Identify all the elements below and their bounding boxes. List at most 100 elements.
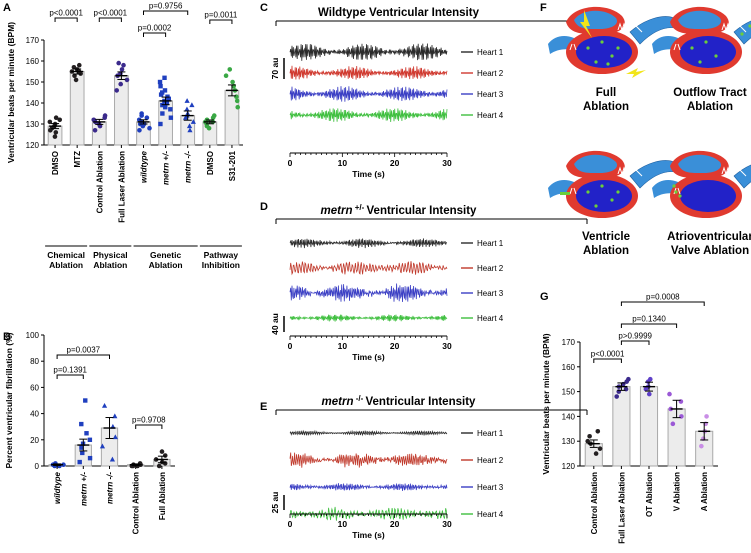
panel-letter: A bbox=[3, 2, 11, 14]
x-tick-label: S31-201 bbox=[228, 150, 237, 181]
significance-bracket bbox=[56, 374, 84, 379]
ablation-spot-shape bbox=[690, 46, 694, 50]
data-point bbox=[647, 376, 653, 382]
laser-bolt-icon bbox=[580, 10, 592, 38]
data-point bbox=[76, 62, 82, 68]
x-axis-label: Time (s) bbox=[352, 352, 385, 362]
trace-title: Wildtype Ventricular Intensity bbox=[318, 7, 480, 19]
significance-bracket bbox=[620, 301, 705, 306]
data-point bbox=[184, 98, 190, 103]
x-tick-label: wildtype bbox=[140, 150, 149, 183]
ablation-spot-shape bbox=[594, 204, 598, 208]
data-point bbox=[61, 462, 66, 467]
y-tick-label: 60 bbox=[30, 383, 39, 392]
valve-shape bbox=[569, 43, 577, 51]
title-part: Ventricular Intensity bbox=[367, 205, 478, 217]
valve-shape bbox=[673, 43, 681, 51]
data-point bbox=[87, 455, 93, 461]
heart-label: Ablation bbox=[583, 101, 629, 113]
p-value-label: p<0.0001 bbox=[49, 9, 83, 18]
valve-shape bbox=[721, 166, 731, 175]
valve-shape bbox=[633, 23, 643, 33]
inflow-tract-shape bbox=[652, 180, 678, 198]
data-point bbox=[160, 111, 165, 116]
data-point bbox=[73, 77, 79, 83]
valve-shape bbox=[569, 187, 577, 195]
significance-bracket bbox=[620, 323, 678, 328]
outflow-tract-shape bbox=[733, 164, 751, 189]
ablation-spot-shape bbox=[600, 40, 604, 44]
data-point bbox=[585, 438, 591, 444]
panel-c-wildtype-traces: C Wildtype Ventricular Intensity Heart 1 He… bbox=[260, 2, 588, 179]
data-point bbox=[112, 434, 118, 440]
data-point bbox=[157, 79, 163, 85]
ventricle-shape bbox=[680, 180, 736, 212]
data-point bbox=[92, 128, 98, 133]
x-tick-label: DMSO bbox=[206, 151, 215, 175]
data-point bbox=[189, 102, 195, 108]
significance-bracket bbox=[620, 340, 650, 345]
group-label: Pathway bbox=[204, 250, 239, 260]
x-tick-label: Full Laser Ablation bbox=[117, 151, 126, 223]
data-point bbox=[87, 437, 93, 442]
x-tick-label: metrn -/- bbox=[184, 151, 193, 183]
panel-letter: F bbox=[540, 2, 547, 14]
data-point bbox=[158, 84, 163, 89]
data-point bbox=[595, 428, 601, 434]
scale-bar-label: 70 au bbox=[270, 58, 280, 80]
intensity-trace bbox=[289, 43, 448, 61]
data-point bbox=[223, 73, 229, 78]
data-point bbox=[116, 60, 121, 66]
ablation-spot-shape bbox=[678, 194, 682, 198]
legend-label: Heart 2 bbox=[477, 69, 504, 78]
ventricle-shape bbox=[576, 180, 632, 212]
data-point bbox=[667, 391, 672, 397]
heart-label: Full bbox=[596, 87, 616, 99]
heart-diagram: Full Ablation bbox=[548, 6, 677, 113]
y-tick-label: 140 bbox=[26, 99, 40, 108]
x-tick-label: Control Ablation bbox=[95, 151, 104, 213]
data-point bbox=[136, 117, 142, 123]
data-point bbox=[84, 431, 89, 436]
intensity-trace bbox=[289, 452, 448, 468]
data-point bbox=[587, 433, 592, 439]
ablation-spot-shape bbox=[714, 54, 718, 58]
title-part: metrn bbox=[322, 396, 354, 408]
scale-bar-label: 25 au bbox=[270, 492, 280, 514]
inflow-tract-shape bbox=[652, 36, 678, 54]
ablation-spot-shape bbox=[672, 184, 676, 188]
ventricle-shape bbox=[680, 36, 736, 68]
data-point bbox=[162, 88, 168, 93]
p-value-label: p=0.9756 bbox=[149, 2, 183, 11]
data-point bbox=[118, 81, 124, 87]
y-tick-label: 130 bbox=[26, 120, 40, 129]
heart-label: Ventricle bbox=[582, 231, 630, 243]
data-point bbox=[119, 67, 125, 72]
data-point bbox=[91, 117, 97, 123]
intensity-trace bbox=[289, 429, 448, 437]
y-tick-label: 160 bbox=[26, 57, 40, 66]
y-tick-label: 120 bbox=[26, 141, 40, 150]
title-part: Ventricular Intensity bbox=[366, 396, 477, 408]
data-point bbox=[109, 456, 116, 462]
ablation-spot-shape bbox=[600, 184, 604, 188]
y-tick-label: 170 bbox=[26, 36, 40, 45]
ablation-mark-shape bbox=[560, 192, 570, 195]
scale-bar-label: 40 au bbox=[270, 313, 280, 335]
atrium-shape bbox=[678, 154, 722, 174]
data-point bbox=[47, 119, 53, 125]
group-label: Genetic bbox=[150, 250, 181, 260]
panel-letter: B bbox=[3, 331, 11, 343]
data-point bbox=[626, 376, 631, 382]
p-value-label: p=0.9708 bbox=[132, 416, 166, 425]
bar bbox=[639, 386, 659, 467]
x-tick-label: 10 bbox=[338, 519, 348, 529]
x-tick-label: 30 bbox=[442, 158, 452, 168]
x-tick-label: 0 bbox=[288, 341, 293, 351]
x-tick-label: 30 bbox=[442, 519, 452, 529]
panel-letter: D bbox=[260, 201, 268, 213]
group-label: Ablation bbox=[149, 260, 183, 270]
ablation-spot-shape bbox=[616, 190, 620, 194]
panel-letter: G bbox=[540, 291, 549, 303]
valve-shape bbox=[737, 23, 747, 33]
